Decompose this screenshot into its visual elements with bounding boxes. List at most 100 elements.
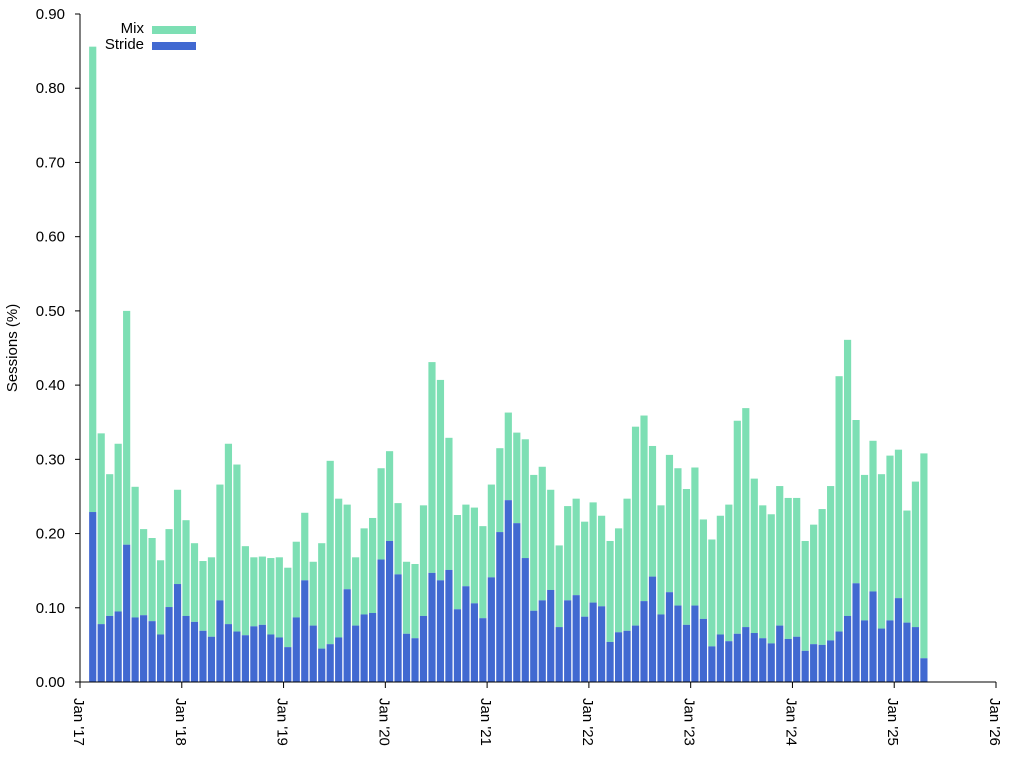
bar-mix	[199, 561, 207, 631]
bar-stride	[309, 625, 317, 682]
bar-stride	[487, 577, 495, 682]
bar-stride	[428, 572, 436, 682]
bar-mix	[309, 561, 317, 626]
bar-mix	[275, 557, 283, 638]
bar-mix	[385, 451, 394, 541]
y-tick-label: 0.30	[36, 451, 65, 468]
bar-stride	[156, 634, 165, 682]
bar-stride	[716, 634, 724, 682]
bar-stride	[360, 614, 368, 682]
bar-mix	[606, 540, 614, 642]
bar-mix	[564, 506, 572, 601]
bar-mix	[428, 362, 436, 573]
bar-mix	[623, 498, 631, 631]
bar-mix	[886, 455, 894, 621]
bar-stride	[682, 624, 691, 682]
bar-mix	[140, 529, 148, 616]
bar-stride	[877, 628, 886, 682]
bar-stride	[793, 636, 801, 682]
bar-mix	[156, 560, 165, 635]
bar-mix	[784, 497, 792, 639]
bar-mix	[674, 468, 682, 606]
bar-mix	[776, 486, 784, 626]
y-tick-label: 0.80	[36, 80, 65, 97]
bar-stride	[572, 595, 580, 682]
bar-mix	[377, 468, 385, 560]
bar-stride	[114, 611, 122, 682]
bar-stride	[402, 633, 411, 682]
bar-stride	[606, 641, 614, 682]
bar-mix	[742, 408, 750, 628]
bar-stride	[623, 630, 631, 682]
bar-stride	[801, 650, 809, 682]
bar-mix	[369, 517, 377, 613]
bar-stride	[810, 644, 818, 682]
bar-mix	[123, 310, 131, 545]
bar-stride	[419, 615, 428, 682]
bar-stride	[394, 574, 402, 682]
bar-mix	[801, 540, 809, 651]
bar-stride	[352, 625, 360, 682]
bar-mix	[173, 489, 182, 585]
bar-stride	[843, 615, 852, 682]
y-tick-label: 0.20	[36, 526, 65, 543]
bar-mix	[648, 445, 657, 577]
bar-mix	[462, 504, 470, 587]
bar-stride	[657, 614, 665, 682]
bar-mix	[89, 46, 97, 513]
legend-swatch-stride	[152, 42, 196, 50]
bar-mix	[394, 503, 402, 575]
bar-stride	[453, 609, 462, 682]
legend-label-stride: Stride	[105, 36, 144, 53]
bar-mix	[521, 439, 529, 559]
bar-mix	[335, 498, 343, 638]
y-tick-label: 0.50	[36, 303, 65, 320]
bar-mix	[258, 556, 266, 625]
bar-stride	[920, 658, 928, 682]
bar-mix	[657, 505, 665, 615]
bar-stride	[869, 591, 877, 682]
bar-mix	[759, 505, 767, 639]
bar-mix	[241, 546, 249, 636]
bar-stride	[241, 635, 249, 682]
bar-mix	[835, 376, 843, 632]
bar-mix	[419, 505, 428, 616]
bar-mix	[691, 467, 699, 606]
bar-stride	[436, 580, 445, 682]
bar-stride	[199, 630, 207, 682]
x-tick-label: Jan '19	[274, 698, 291, 746]
bar-mix	[343, 504, 351, 590]
y-tick-label: 0.90	[36, 6, 65, 23]
bar-stride	[207, 636, 216, 682]
bar-stride	[216, 600, 224, 682]
bar-stride	[148, 621, 156, 682]
bar-mix	[284, 567, 292, 648]
bar-mix	[233, 464, 241, 632]
bar-stride	[538, 600, 546, 682]
y-axis-title: Sessions (%)	[4, 304, 21, 392]
bar-mix	[640, 415, 648, 602]
bar-mix	[716, 515, 724, 635]
bar-stride	[140, 615, 148, 682]
bar-mix	[97, 433, 105, 625]
bar-mix	[106, 474, 114, 616]
bar-stride	[301, 580, 309, 682]
bar-mix	[496, 448, 504, 533]
bar-mix	[547, 489, 555, 590]
bar-stride	[640, 601, 648, 682]
bar-stride	[496, 532, 504, 682]
bar-stride	[131, 617, 139, 682]
bar-mix	[207, 557, 216, 637]
x-tick-label: Jan '17	[70, 698, 87, 746]
bar-stride	[589, 602, 597, 682]
bar-mix	[530, 474, 538, 611]
bar-mix	[733, 420, 741, 634]
bar-mix	[326, 460, 334, 645]
bar-mix	[555, 545, 563, 628]
bar-mix	[182, 520, 190, 616]
bar-stride	[445, 569, 453, 682]
bar-mix	[318, 543, 326, 649]
bar-stride	[894, 598, 903, 682]
y-tick-label: 0.00	[36, 674, 65, 691]
bar-stride	[555, 627, 563, 682]
